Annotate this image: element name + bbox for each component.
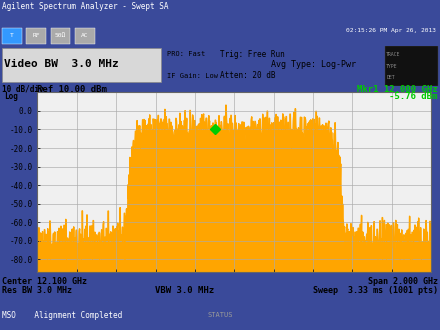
FancyBboxPatch shape bbox=[2, 28, 22, 44]
Text: Trig: Free Run: Trig: Free Run bbox=[220, 50, 285, 59]
Text: Agilent Spectrum Analyzer - Swept SA: Agilent Spectrum Analyzer - Swept SA bbox=[2, 2, 169, 11]
Text: Avg Type: Log-Pwr: Avg Type: Log-Pwr bbox=[271, 59, 356, 69]
Text: Log: Log bbox=[4, 91, 18, 101]
Text: IF Gain: Low: IF Gain: Low bbox=[167, 73, 218, 79]
FancyBboxPatch shape bbox=[2, 48, 161, 82]
Text: Res BW 3.0 MHz: Res BW 3.0 MHz bbox=[2, 286, 72, 295]
Text: TRACE: TRACE bbox=[386, 51, 401, 57]
Text: Ref 10.00 dBm: Ref 10.00 dBm bbox=[37, 85, 107, 94]
Text: DET: DET bbox=[386, 75, 395, 81]
Text: -5.76 dBm: -5.76 dBm bbox=[389, 91, 438, 101]
Text: Mkr1 12.000 GHz: Mkr1 12.000 GHz bbox=[357, 85, 438, 94]
Text: PRO: Fast: PRO: Fast bbox=[167, 51, 205, 57]
Text: RF: RF bbox=[32, 33, 40, 38]
Text: Video BW  3.0 MHz: Video BW 3.0 MHz bbox=[4, 59, 119, 69]
FancyBboxPatch shape bbox=[75, 28, 95, 44]
Text: AC: AC bbox=[81, 33, 88, 38]
Text: TYPE: TYPE bbox=[386, 63, 398, 69]
Text: VBW 3.0 MHz: VBW 3.0 MHz bbox=[155, 286, 214, 295]
Text: 10 dB/div: 10 dB/div bbox=[2, 85, 44, 94]
Text: 50Ω: 50Ω bbox=[55, 33, 66, 38]
Text: Atten: 20 dB: Atten: 20 dB bbox=[220, 71, 275, 81]
Text: Center 12.100 GHz: Center 12.100 GHz bbox=[2, 277, 87, 286]
FancyBboxPatch shape bbox=[385, 46, 438, 86]
FancyBboxPatch shape bbox=[26, 28, 46, 44]
Text: MSO    Alignment Completed: MSO Alignment Completed bbox=[2, 311, 122, 320]
Text: T: T bbox=[10, 33, 14, 38]
Text: Sweep  3.33 ms (1001 pts): Sweep 3.33 ms (1001 pts) bbox=[313, 286, 438, 295]
Text: Span 2.000 GHz: Span 2.000 GHz bbox=[368, 277, 438, 286]
Text: 02:15:26 PM Apr 26, 2013: 02:15:26 PM Apr 26, 2013 bbox=[345, 28, 436, 33]
FancyBboxPatch shape bbox=[51, 28, 70, 44]
Text: STATUS: STATUS bbox=[207, 312, 233, 318]
